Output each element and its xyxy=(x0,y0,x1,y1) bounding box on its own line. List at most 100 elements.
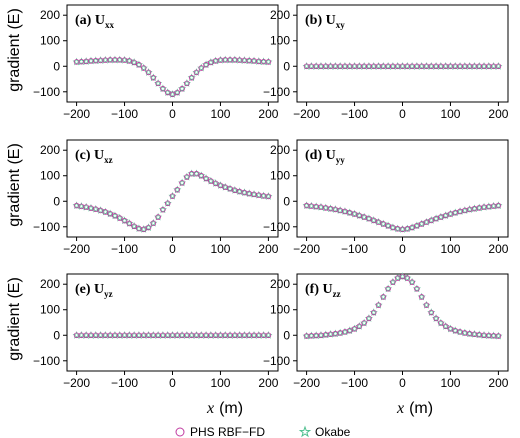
phs-rbf-fd-point xyxy=(380,294,387,300)
phs-rbf-fd-point xyxy=(375,219,382,225)
y-tick-label: 200 xyxy=(270,143,290,157)
phs-rbf-fd-point xyxy=(169,91,176,98)
y-tick-label: 0 xyxy=(283,328,290,342)
phs-rbf-fd-point xyxy=(433,215,439,222)
phs-rbf-fd-point xyxy=(346,327,353,334)
phs-rbf-fd-point xyxy=(155,214,161,220)
phs-rbf-fd-point xyxy=(203,61,209,68)
phs-rbf-fd-point xyxy=(409,224,415,231)
phs-rbf-fd-point xyxy=(121,217,128,224)
phs-rbf-fd-point xyxy=(116,215,123,221)
phs-rbf-fd-point xyxy=(370,309,377,316)
phs-rbf-fd-point xyxy=(394,275,401,281)
phs-rbf-fd-point xyxy=(366,215,372,222)
panel-subscript: yz xyxy=(104,289,113,299)
legend-marker-okabe xyxy=(298,425,312,438)
phs-rbf-fd-point xyxy=(203,175,209,182)
x-tick-label: 200 xyxy=(258,242,278,256)
phs-rbf-fd-point xyxy=(222,184,229,191)
y-tick-label: 200 xyxy=(40,277,60,291)
x-tick-label: 200 xyxy=(258,107,278,121)
panel-label: (c) Uxz xyxy=(75,148,113,165)
y-axis-title-row2: gradient (E) xyxy=(6,143,23,227)
phs-rbf-fd-point xyxy=(414,222,420,229)
panel-subscript: zz xyxy=(333,289,341,299)
phs-rbf-fd-point xyxy=(174,186,181,193)
phs-rbf-fd-point xyxy=(145,69,152,76)
y-tick-label: 0 xyxy=(283,194,290,208)
phs-rbf-fd-point xyxy=(155,80,161,87)
y-tick-label: 200 xyxy=(270,277,290,291)
phs-rbf-fd-point xyxy=(164,200,171,207)
x-axis-var-right: x xyxy=(396,400,404,417)
legend-marker-phs-rbf-fd xyxy=(175,427,185,437)
phs-rbf-fd-point xyxy=(179,85,185,92)
phs-rbf-fd-point xyxy=(164,89,171,96)
phs-rbf-fd-point xyxy=(265,59,272,65)
panel-letter: (d) U xyxy=(305,148,336,163)
x-tick-label: 0 xyxy=(169,242,176,256)
phs-rbf-fd-point xyxy=(447,326,454,332)
panel-letter: (b) U xyxy=(305,13,336,28)
phs-rbf-fd-point xyxy=(442,323,449,330)
phs-rbf-fd-point xyxy=(150,74,157,81)
x-tick-label: −100 xyxy=(341,107,368,121)
phs-rbf-fd-point xyxy=(126,220,133,227)
phs-rbf-fd-point xyxy=(198,172,205,179)
phs-rbf-fd-point xyxy=(385,222,391,229)
panel-letter: (a) U xyxy=(75,13,105,28)
y-tick-label: −100 xyxy=(33,85,60,99)
panel-label: (b) Uxy xyxy=(305,13,345,30)
x-tick-label: −200 xyxy=(63,107,90,121)
x-tick-label: 200 xyxy=(488,242,508,256)
phs-rbf-fd-point xyxy=(193,170,200,177)
phs-rbf-fd-point xyxy=(198,65,205,71)
x-tick-label: 0 xyxy=(169,107,176,121)
phs-rbf-fd-point xyxy=(495,63,502,70)
x-tick-label: 100 xyxy=(440,107,460,121)
phs-rbf-fd-point xyxy=(423,302,430,308)
phs-rbf-fd-point xyxy=(438,214,444,220)
panel-subscript: xz xyxy=(104,155,113,165)
phs-rbf-fd-point xyxy=(390,279,396,285)
phs-rbf-fd-point xyxy=(150,220,157,227)
x-tick-label: −200 xyxy=(63,376,90,390)
x-axis-title-left: x (m) xyxy=(206,400,243,417)
panel-label: (e) Uyz xyxy=(75,282,113,299)
x-tick-label: −100 xyxy=(111,376,138,390)
phs-rbf-fd-point xyxy=(351,326,358,332)
phs-rbf-fd-point xyxy=(428,309,435,316)
x-tick-label: 100 xyxy=(440,376,460,390)
x-axis-var-left: x xyxy=(206,400,214,417)
x-tick-label: 0 xyxy=(399,376,406,390)
phs-rbf-fd-point xyxy=(188,74,195,81)
y-tick-label: 100 xyxy=(270,303,290,317)
phs-rbf-fd-point xyxy=(131,223,137,230)
phs-rbf-fd-point xyxy=(438,320,444,326)
phs-rbf-fd-point xyxy=(370,217,377,224)
panel-letter: (f) U xyxy=(305,282,333,297)
x-tick-label: 0 xyxy=(399,107,406,121)
x-tick-label: −200 xyxy=(293,242,320,256)
y-tick-label: 0 xyxy=(283,59,290,73)
phs-rbf-fd-point xyxy=(193,69,200,76)
y-tick-label: −100 xyxy=(33,354,60,368)
y-axis-title-row3: gradient (E) xyxy=(6,277,23,361)
phs-rbf-fd-point xyxy=(97,207,104,214)
phs-rbf-fd-point xyxy=(265,193,272,200)
y-tick-label: −100 xyxy=(33,220,60,234)
y-tick-label: −100 xyxy=(263,85,290,99)
phs-rbf-fd-point xyxy=(107,210,113,217)
phs-rbf-fd-point xyxy=(140,226,147,233)
phs-rbf-fd-point xyxy=(399,273,406,280)
phs-rbf-fd-point xyxy=(351,211,358,217)
y-tick-label: 100 xyxy=(270,34,290,48)
phs-rbf-fd-point xyxy=(131,59,137,66)
phs-rbf-fd-point xyxy=(495,202,502,209)
phs-rbf-fd-point xyxy=(208,59,214,66)
